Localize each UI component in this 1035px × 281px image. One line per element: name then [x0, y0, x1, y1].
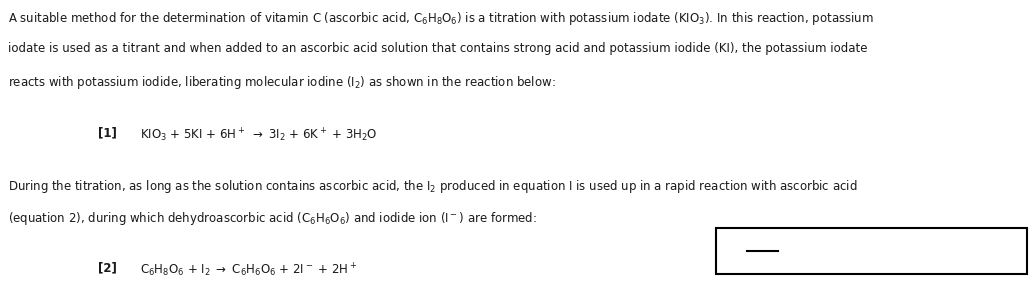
Text: reacts with potassium iodide, liberating molecular iodine (I$_2$) as shown in th: reacts with potassium iodide, liberating…	[8, 74, 556, 91]
Text: iodate is used as a titrant and when added to an ascorbic acid solution that con: iodate is used as a titrant and when add…	[8, 42, 867, 55]
Text: [1]: [1]	[98, 126, 117, 139]
Bar	[716, 228, 1027, 274]
Text: (equation 2), during which dehydroascorbic acid (C$_6$H$_6$O$_6$) and iodide ion: (equation 2), during which dehydroascorb…	[8, 210, 537, 227]
Text: During the titration, as long as the solution contains ascorbic acid, the I$_2$ : During the titration, as long as the sol…	[8, 178, 858, 195]
Text: C$_6$H$_8$O$_6$ + I$_2$ $\rightarrow$ C$_6$H$_6$O$_6$ + 2I$^-$ + 2H$^+$: C$_6$H$_8$O$_6$ + I$_2$ $\rightarrow$ C$…	[140, 262, 357, 279]
Text: A suitable method for the determination of vitamin C (ascorbic acid, C$_6$H$_8$O: A suitable method for the determination …	[8, 10, 875, 27]
Text: KIO$_3$ + 5KI + 6H$^+$ $\rightarrow$ 3I$_2$ + 6K$^+$ + 3H$_2$O: KIO$_3$ + 5KI + 6H$^+$ $\rightarrow$ 3I$…	[140, 126, 377, 144]
Text: [2]: [2]	[98, 262, 117, 275]
